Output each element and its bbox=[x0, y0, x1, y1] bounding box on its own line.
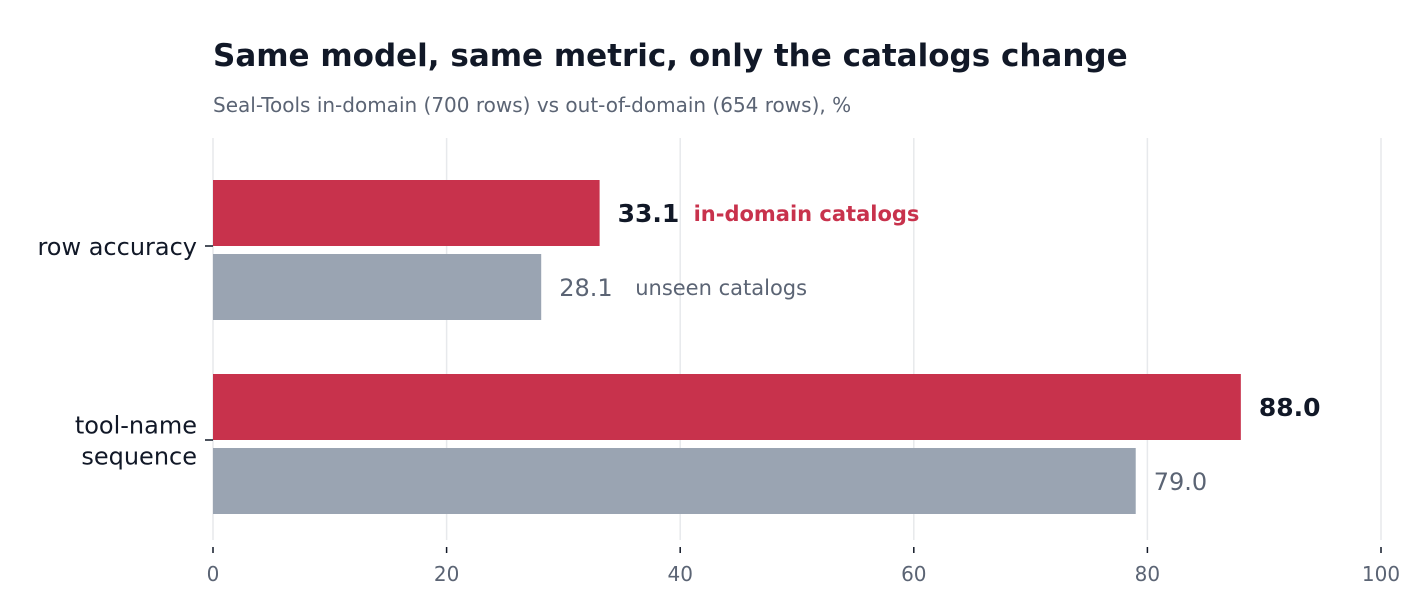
x-tick-label: 80 bbox=[1135, 562, 1160, 586]
x-tick-label: 0 bbox=[207, 562, 220, 586]
bar-in-domain bbox=[213, 180, 600, 246]
chart-subtitle: Seal-Tools in-domain (700 rows) vs out-o… bbox=[213, 93, 852, 117]
series-label: unseen catalogs bbox=[635, 276, 807, 300]
category-label: tool-name sequence bbox=[75, 412, 197, 471]
value-label: 79.0 bbox=[1154, 468, 1207, 496]
x-tick-label: 100 bbox=[1362, 562, 1400, 586]
value-label: 28.1 bbox=[559, 274, 612, 302]
category-label: row accuracy bbox=[37, 233, 197, 261]
value-label: 33.1 bbox=[618, 199, 680, 228]
x-tick-label: 20 bbox=[434, 562, 459, 586]
x-tick-label: 40 bbox=[667, 562, 692, 586]
chart-title: Same model, same metric, only the catalo… bbox=[213, 38, 1128, 74]
bar-unseen bbox=[213, 254, 542, 320]
bar-unseen bbox=[213, 448, 1136, 514]
series-label: in-domain catalogs bbox=[694, 202, 920, 226]
bar-in-domain bbox=[213, 374, 1241, 440]
x-tick-label: 60 bbox=[901, 562, 926, 586]
value-label: 88.0 bbox=[1259, 393, 1321, 422]
